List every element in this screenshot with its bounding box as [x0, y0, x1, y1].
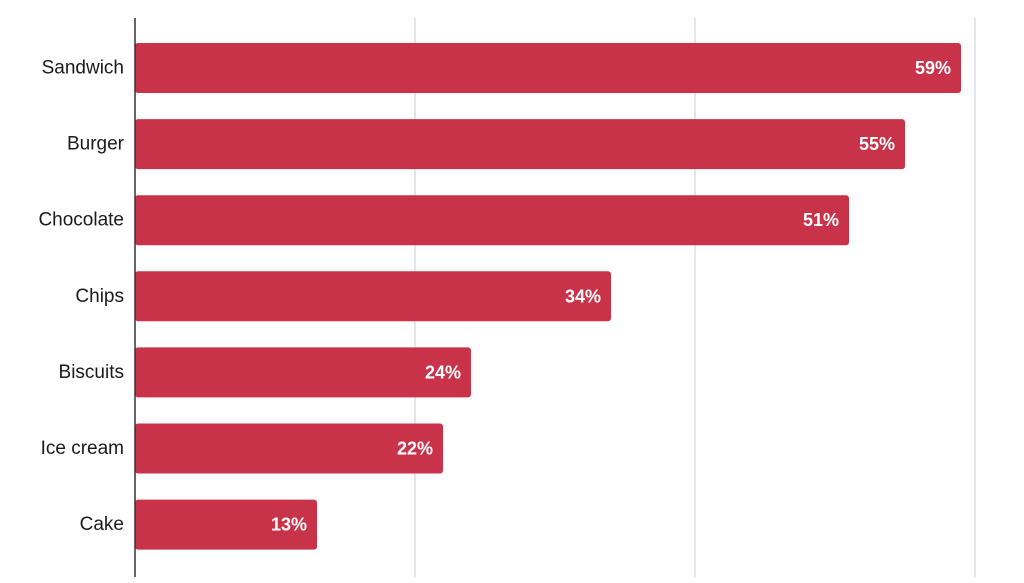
- category-label: Chocolate: [38, 210, 124, 231]
- value-label: 24%: [425, 362, 461, 382]
- bar-sandwich: [135, 43, 961, 93]
- value-label: 59%: [915, 58, 951, 78]
- category-label: Chips: [75, 286, 124, 307]
- value-labels: 59% 55% 51% 34% 24% 22% 13%: [271, 58, 951, 535]
- category-label: Biscuits: [59, 362, 124, 383]
- bar-burger: [135, 119, 905, 170]
- category-label: Sandwich: [42, 58, 124, 79]
- bar-cake: [135, 499, 317, 550]
- category-label: Cake: [80, 514, 124, 535]
- category-labels: Sandwich Burger Chocolate Chips Biscuits Ice …: [38, 58, 124, 536]
- category-label: Ice cream: [41, 438, 124, 459]
- value-label: 13%: [271, 515, 307, 535]
- value-label: 22%: [397, 439, 433, 459]
- bar-chips: [135, 271, 611, 322]
- value-label: 34%: [565, 286, 601, 306]
- bar-biscuits: [135, 347, 471, 398]
- category-label: Burger: [67, 134, 125, 155]
- value-label: 51%: [803, 210, 839, 230]
- bar-chocolate: [135, 195, 849, 246]
- bar-ice-cream: [135, 423, 443, 474]
- value-label: 55%: [859, 134, 895, 154]
- bars: [135, 43, 961, 550]
